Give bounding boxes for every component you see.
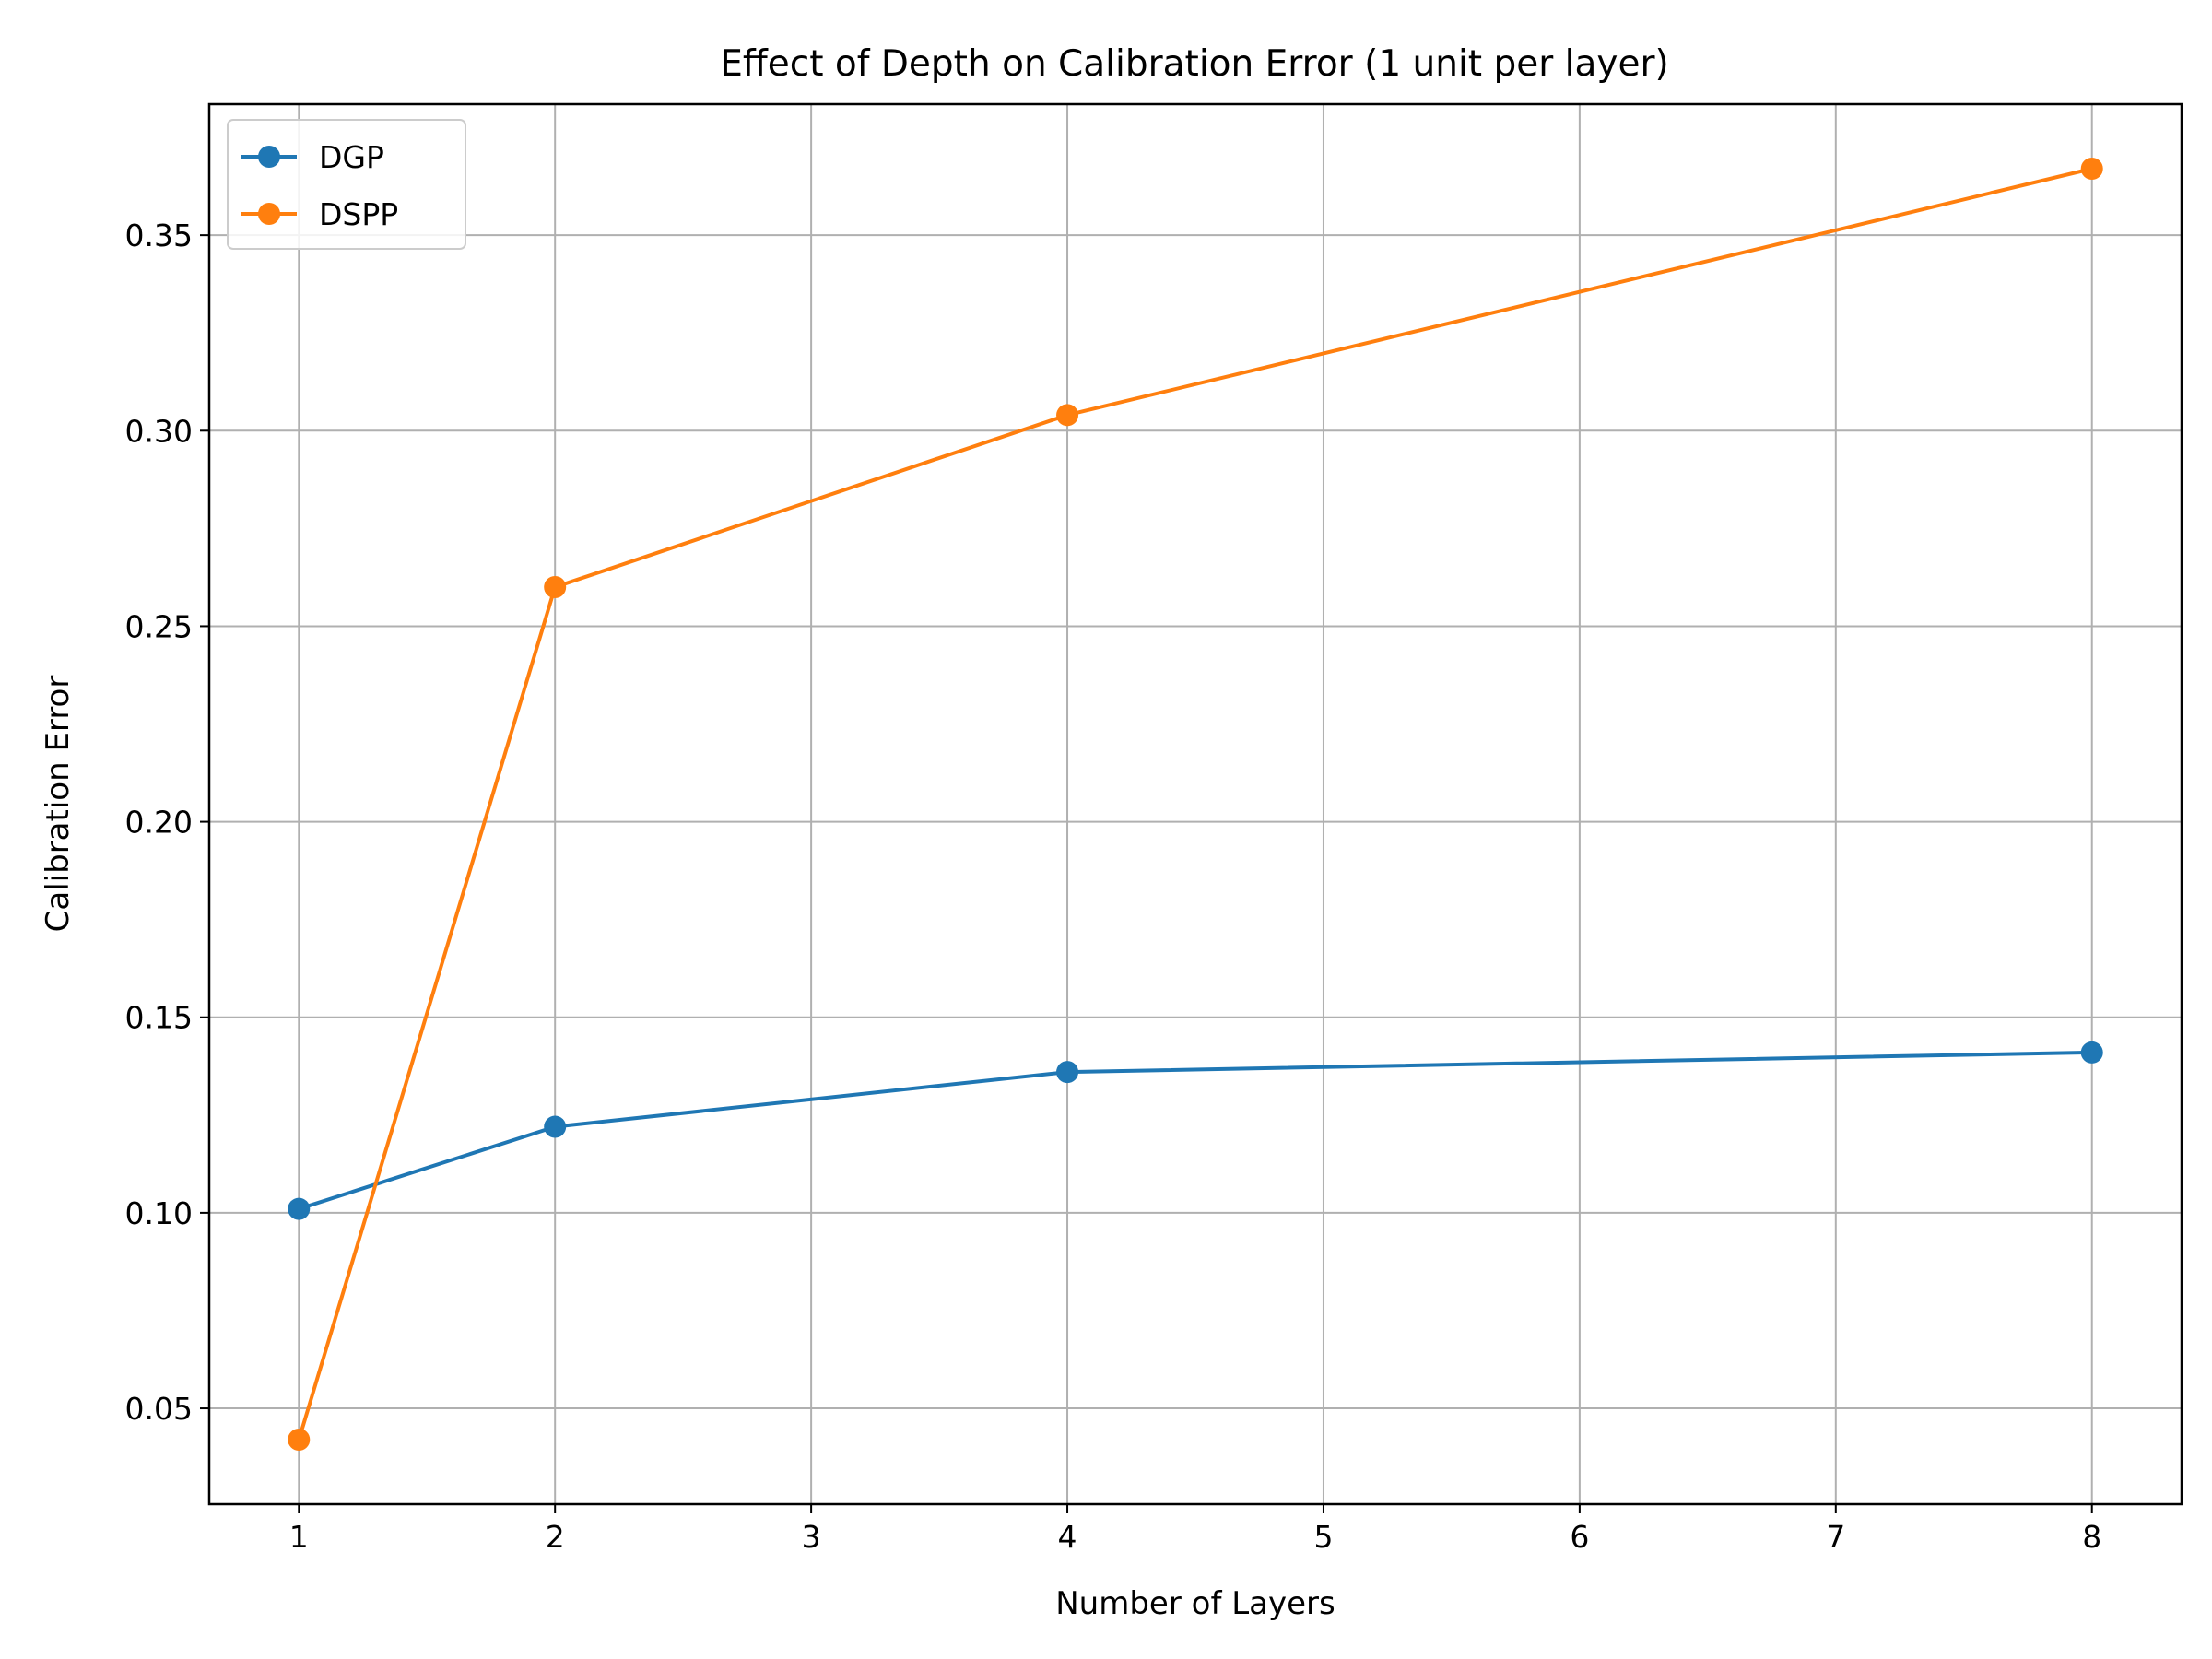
legend-box <box>227 119 466 250</box>
ticks-layer: 1 2 3 4 5 6 7 8 0.05 0.10 0.15 0.20 0.25 0.30 0.35 <box>125 218 2102 1555</box>
x-tick-label: 6 <box>1570 1519 1589 1555</box>
x-tick-label: 3 <box>802 1519 821 1555</box>
x-axis-label: Number of Layers <box>1055 1585 1335 1622</box>
legend-marker-dspp <box>258 203 280 225</box>
chart-title: Effect of Depth on Calibration Error (1 … <box>720 43 1668 85</box>
y-tick-label: 0.20 <box>125 805 193 841</box>
data-point-dgp <box>1056 1061 1079 1084</box>
data-point-dgp <box>2080 1041 2103 1064</box>
data-point-dgp <box>544 1115 567 1138</box>
legend: DGP DSPP <box>227 119 466 250</box>
y-tick-label: 0.25 <box>125 608 193 644</box>
x-tick-label: 4 <box>1058 1519 1077 1555</box>
y-tick-label: 0.30 <box>125 413 193 449</box>
x-tick-label: 2 <box>546 1519 565 1555</box>
x-tick-label: 5 <box>1313 1519 1333 1555</box>
legend-marker-dgp <box>258 146 280 168</box>
grid-layer <box>209 104 2182 1504</box>
x-tick-label: 7 <box>1826 1519 1845 1555</box>
x-tick-label: 8 <box>2082 1519 2101 1555</box>
data-point-dspp <box>1056 404 1079 427</box>
y-axis-label: Calibration Error <box>40 676 76 933</box>
y-tick-label: 0.15 <box>125 1000 193 1036</box>
plot-frame <box>207 102 2183 1506</box>
series-line-dspp <box>297 167 2093 1441</box>
series-layer <box>288 158 2103 1451</box>
data-point-dspp <box>544 576 567 599</box>
data-point-dgp <box>288 1197 311 1220</box>
y-tick-label: 0.10 <box>125 1195 193 1231</box>
y-tick-label: 0.05 <box>125 1391 193 1427</box>
y-tick-label: 0.35 <box>125 218 193 253</box>
x-tick-label: 1 <box>289 1519 309 1555</box>
legend-label-dgp: DGP <box>319 139 384 175</box>
data-point-dspp <box>288 1428 311 1451</box>
data-point-dspp <box>2080 158 2103 181</box>
legend-label-dspp: DSPP <box>319 196 398 232</box>
series-line-dgp <box>298 1050 2092 1211</box>
